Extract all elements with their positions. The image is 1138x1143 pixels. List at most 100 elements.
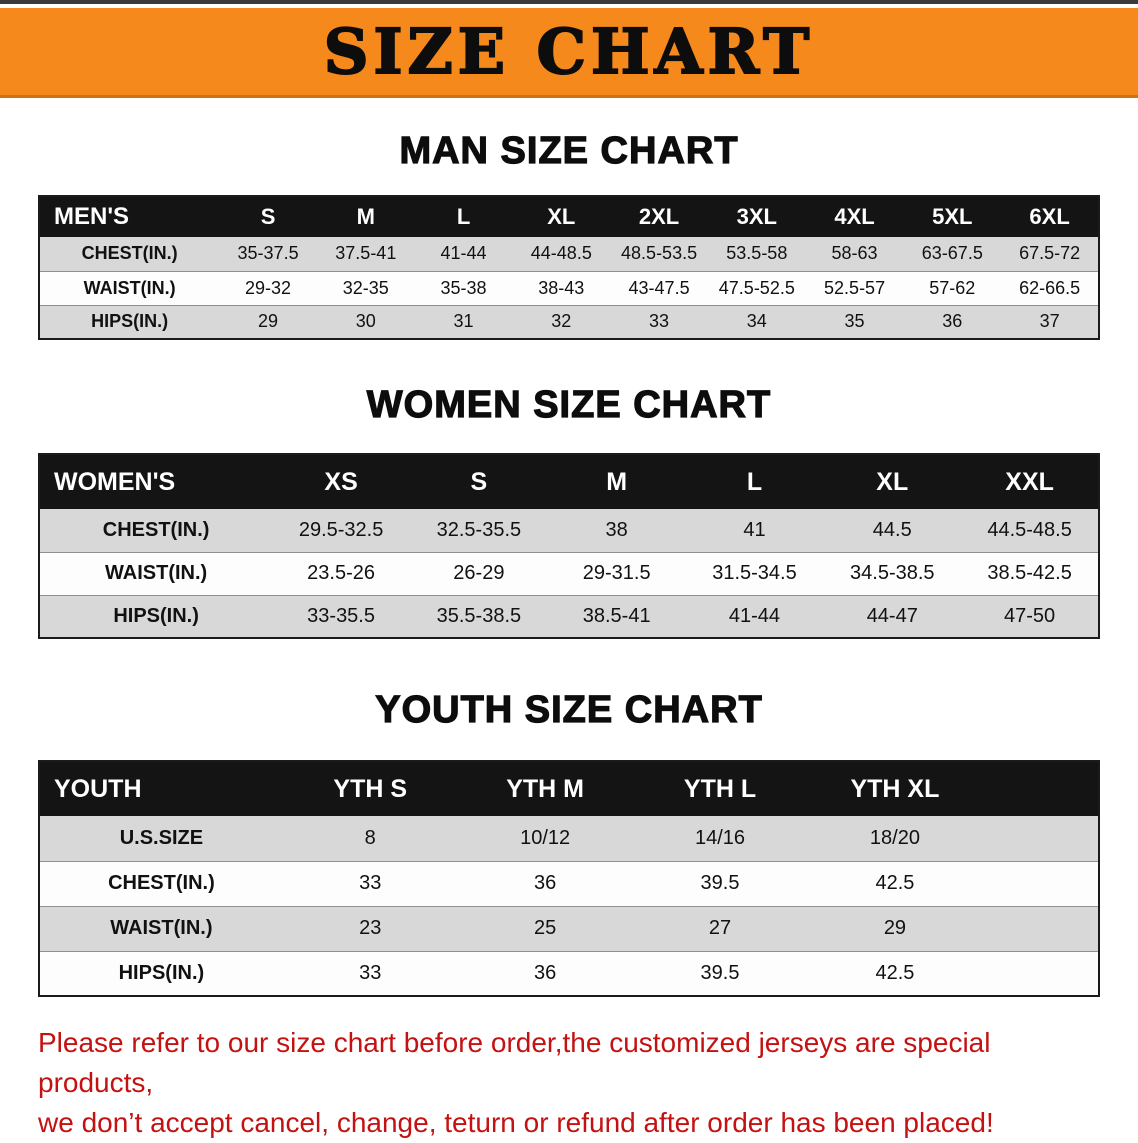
size-value: 33-35.5 — [272, 594, 410, 638]
measurement-label: CHEST(IN.) — [102, 518, 210, 541]
table-row: U.S.SIZE 8 10/12 14/16 18/20 — [39, 816, 1099, 861]
size-value: 36 — [903, 304, 1002, 339]
spacer-cell — [982, 816, 1099, 861]
size-column-header: XS — [272, 454, 410, 509]
size-value: 44.5-48.5 — [987, 518, 1072, 541]
size-value: 42.5 — [807, 860, 983, 906]
table-header-row: WOMEN'S XS S M L XL XXL — [39, 454, 1099, 509]
size-value: 33 — [282, 950, 458, 996]
size-column-header: YTH L — [632, 761, 808, 816]
measurement-label: HIPS(IN.) — [39, 950, 283, 996]
size-value: 41 — [743, 518, 766, 541]
men-section-heading: MAN SIZE CHART — [399, 129, 739, 172]
table-row: CHEST(IN.) 29.5-32.5 32.5-35.5 38 41 44.5 44.5… — [39, 509, 1099, 552]
women-section-heading: WOMEN SIZE CHART — [366, 383, 772, 426]
size-column-header: M — [547, 454, 686, 509]
size-column-header: XXL — [961, 454, 1099, 509]
size-charts: MAN SIZE CHART MEN'S S M L XL 2XL 3XL 4XL 5XL 6XL… — [0, 129, 1138, 997]
size-value: 32.5-35.5 — [436, 518, 522, 541]
size-value: 29.5-32.5 — [298, 518, 384, 541]
size-value: 67.5-72 — [1019, 243, 1081, 264]
table-row: HIPS(IN.) 33 36 39.5 42.5 — [39, 950, 1099, 996]
size-value: 35 — [805, 304, 904, 339]
size-value: 41-44 — [685, 594, 824, 638]
size-value: 38.5-42.5 — [961, 551, 1099, 595]
size-value: 52.5-57 — [805, 270, 904, 305]
measurement-label: CHEST(IN.) — [39, 860, 283, 906]
spacer-cell — [982, 860, 1099, 906]
size-column-header: 4XL — [805, 196, 904, 237]
size-value: 43-47.5 — [610, 270, 708, 305]
size-value: 41-44 — [440, 243, 487, 264]
youth-size-table: YOUTH YTH S YTH M YTH L YTH XL U.S.SIZE 8 10/12… — [38, 760, 1100, 997]
size-value: 23.5-26 — [272, 551, 410, 595]
size-column-header: YTH S — [282, 761, 458, 816]
measurement-label: HIPS(IN.) — [39, 594, 273, 638]
size-value: 63-67.5 — [921, 243, 983, 264]
size-column-header: M — [316, 196, 415, 237]
size-value: 34 — [707, 304, 806, 339]
size-value: 38.5-41 — [547, 594, 686, 638]
table-row: WAIST(IN.) 29-32 32-35 35-38 38-43 43-47.5 47.… — [39, 270, 1099, 305]
size-value: 26-29 — [409, 551, 548, 595]
size-column-header: YTH M — [457, 761, 633, 816]
size-value: 29 — [219, 304, 317, 339]
table-row: CHEST(IN.) 35-37.5 37.5-41 41-44 44-48.5 48.5… — [39, 237, 1099, 271]
spacer-cell — [982, 950, 1099, 996]
women-size-table: WOMEN'S XS S M L XL XXL CHEST(IN.) 29.5-32.5 32.5… — [38, 453, 1100, 639]
size-column-header: XL — [512, 196, 611, 237]
table-row: CHEST(IN.) 33 36 39.5 42.5 — [39, 860, 1099, 906]
size-value: 29-31.5 — [547, 551, 686, 595]
size-column-header: 5XL — [903, 196, 1002, 237]
spacer-cell — [982, 761, 1099, 816]
size-value: 39.5 — [632, 860, 808, 906]
size-column-header: 3XL — [707, 196, 806, 237]
table-corner-label: MEN'S — [39, 196, 220, 237]
size-value: 31 — [414, 304, 513, 339]
size-value: 44-48.5 — [530, 243, 592, 264]
size-value: 36 — [457, 950, 633, 996]
size-value: 57-62 — [903, 270, 1002, 305]
size-column-header: L — [414, 196, 513, 237]
size-column-header: YTH XL — [807, 761, 983, 816]
size-value: 44-47 — [823, 594, 962, 638]
size-value: 32-35 — [316, 270, 415, 305]
size-value: 39.5 — [632, 950, 808, 996]
table-header-row: MEN'S S M L XL 2XL 3XL 4XL 5XL 6XL — [39, 196, 1099, 237]
size-value: 53.5-58 — [726, 243, 788, 264]
measurement-label: HIPS(IN.) — [39, 304, 220, 339]
size-value: 37.5-41 — [335, 243, 397, 264]
top-border — [0, 0, 1138, 4]
size-value: 36 — [457, 860, 633, 906]
size-value: 47-50 — [961, 594, 1099, 638]
table-row: WAIST(IN.) 23.5-26 26-29 29-31.5 31.5-34.5 34… — [39, 551, 1099, 595]
table-row: WAIST(IN.) 23 25 27 29 — [39, 905, 1099, 951]
size-value: 44.5 — [872, 518, 912, 541]
size-value: 48.5-53.5 — [621, 243, 698, 264]
size-value: 8 — [364, 826, 376, 849]
title-banner: SIZE CHART — [0, 8, 1138, 98]
size-value: 42.5 — [807, 950, 983, 996]
size-value: 38-43 — [512, 270, 611, 305]
size-value: 33 — [282, 860, 458, 906]
measurement-label: CHEST(IN.) — [81, 243, 178, 264]
men-size-section: MAN SIZE CHART MEN'S S M L XL 2XL 3XL 4XL 5XL 6XL… — [38, 129, 1100, 340]
table-header-row: YOUTH YTH S YTH M YTH L YTH XL — [39, 761, 1099, 816]
measurement-label: WAIST(IN.) — [39, 905, 283, 951]
size-value: 34.5-38.5 — [823, 551, 962, 595]
size-value: 37 — [1001, 304, 1099, 339]
table-corner-label: WOMEN'S — [39, 454, 273, 509]
youth-section-heading: YOUTH SIZE CHART — [375, 688, 763, 731]
size-value: 62-66.5 — [1001, 270, 1099, 305]
size-value: 30 — [316, 304, 415, 339]
size-value: 32 — [512, 304, 611, 339]
size-value: 29 — [807, 905, 983, 951]
size-value: 31.5-34.5 — [685, 551, 824, 595]
size-value: 18/20 — [869, 826, 920, 849]
men-size-table: MEN'S S M L XL 2XL 3XL 4XL 5XL 6XL CHEST(IN.) 35-37… — [38, 195, 1100, 340]
page-title: SIZE CHART — [323, 14, 815, 89]
disclaimer-line-2: we don’t accept cancel, change, teturn o… — [38, 1107, 994, 1138]
size-column-header: S — [409, 454, 548, 509]
table-row: HIPS(IN.) 33-35.5 35.5-38.5 38.5-41 41-44 44-… — [39, 594, 1099, 638]
size-column-header: S — [219, 196, 317, 237]
